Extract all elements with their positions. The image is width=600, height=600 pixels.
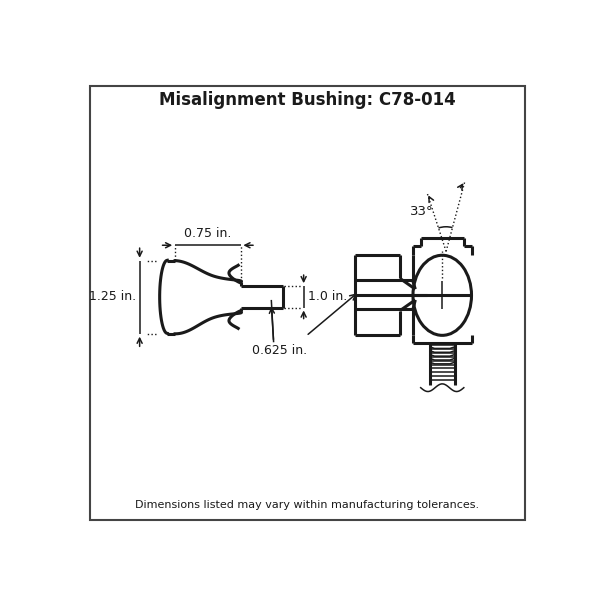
Text: Misalignment Bushing: C78-014: Misalignment Bushing: C78-014 [159,91,456,109]
Text: 1.25 in.: 1.25 in. [89,290,137,304]
Text: 0.625 in.: 0.625 in. [252,344,307,357]
Text: 1.0 in.: 1.0 in. [308,290,347,304]
Text: Dimensions listed may vary within manufacturing tolerances.: Dimensions listed may vary within manufa… [136,500,479,510]
Text: 0.75 in.: 0.75 in. [184,227,232,240]
Text: 33°: 33° [410,205,434,218]
